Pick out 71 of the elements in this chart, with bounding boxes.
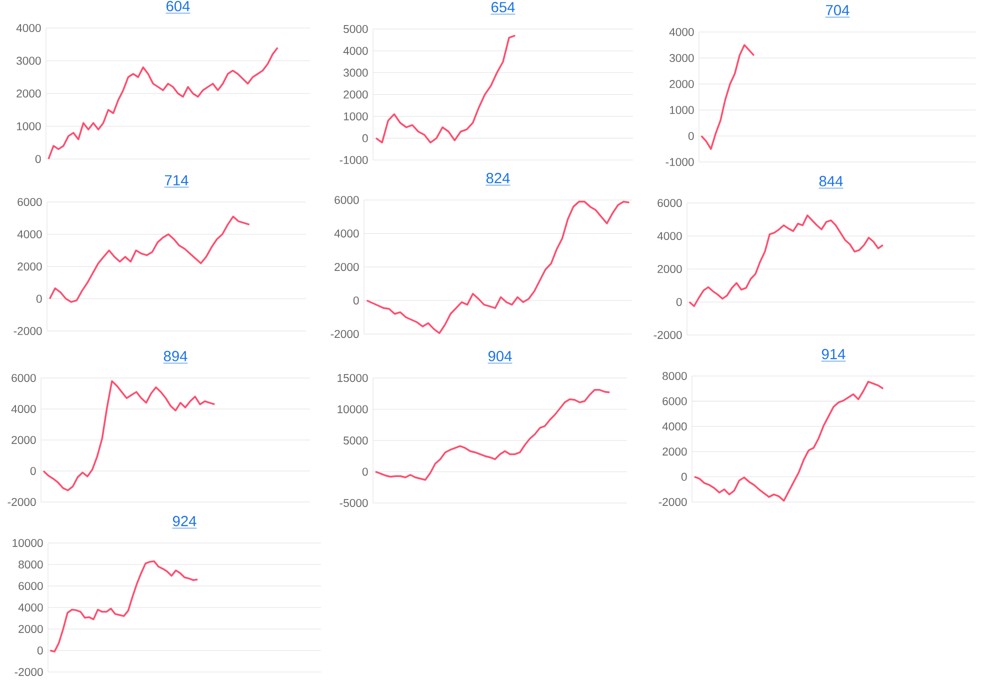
y-tick-label: 5000 bbox=[344, 25, 368, 34]
chart-title: 904 bbox=[488, 350, 512, 362]
chart-title: 654 bbox=[492, 2, 515, 12]
chart-title: 914 bbox=[822, 348, 846, 360]
y-tick-label: 3000 bbox=[16, 56, 41, 65]
y-tick-label: 2000 bbox=[18, 624, 43, 633]
y-tick-label: -2000 bbox=[330, 330, 359, 338]
y-tick-label: 4000 bbox=[343, 46, 368, 55]
chart-title: 604 bbox=[166, 0, 190, 12]
y-tick-label: 15000 bbox=[338, 374, 368, 382]
y-tick-label: 4000 bbox=[18, 603, 43, 612]
y-tick-label: 0 bbox=[362, 468, 368, 476]
y-tick-label: 10000 bbox=[338, 405, 368, 414]
y-tick-label: 4000 bbox=[669, 28, 694, 36]
y-tick-label: 3000 bbox=[670, 54, 694, 62]
y-tick-label: 4000 bbox=[16, 24, 41, 32]
y-tick-label: 0 bbox=[688, 132, 694, 140]
y-tick-label: 0 bbox=[362, 134, 368, 142]
y-tick-label: 3000 bbox=[344, 68, 368, 77]
y-tick-label: 2000 bbox=[16, 89, 41, 98]
line-series bbox=[700, 44, 755, 150]
y-tick-label: 4000 bbox=[17, 230, 42, 238]
line-series bbox=[375, 34, 516, 144]
y-tick-label: 4000 bbox=[662, 422, 687, 430]
y-tick-label: 6000 bbox=[18, 582, 43, 590]
y-tick-label: 4000 bbox=[11, 404, 36, 413]
y-tick-label: 6000 bbox=[12, 374, 36, 382]
y-tick-label: 6000 bbox=[334, 196, 359, 204]
y-tick-label: 8000 bbox=[662, 372, 687, 380]
y-tick-label: -2000 bbox=[654, 330, 682, 339]
y-tick-label: 6000 bbox=[18, 198, 42, 206]
y-tick-label: 0 bbox=[35, 154, 41, 164]
chart-title: 924 bbox=[172, 516, 196, 526]
y-tick-label: -5000 bbox=[340, 498, 368, 507]
y-tick-label: 2000 bbox=[18, 262, 42, 271]
y-tick-label: 0 bbox=[353, 296, 359, 304]
y-tick-label: 4000 bbox=[657, 232, 682, 240]
chart-title: 844 bbox=[819, 176, 843, 186]
y-tick-label: 1000 bbox=[16, 122, 41, 130]
y-tick-label: -2000 bbox=[14, 327, 42, 336]
y-tick-label: -2000 bbox=[14, 668, 43, 676]
y-tick-label: 5000 bbox=[344, 436, 368, 445]
y-tick-label: -2000 bbox=[8, 498, 36, 506]
y-tick-label: 2000 bbox=[344, 90, 368, 99]
y-tick-label: 2000 bbox=[658, 264, 682, 274]
line-series bbox=[49, 560, 198, 652]
y-tick-label: -2000 bbox=[658, 498, 687, 506]
y-tick-label: 0 bbox=[36, 294, 42, 303]
y-tick-label: 1000 bbox=[344, 112, 368, 120]
y-tick-label: 2000 bbox=[670, 80, 694, 88]
chart-title: 714 bbox=[165, 175, 188, 186]
y-tick-label: 8000 bbox=[18, 560, 43, 568]
y-tick-label: 6000 bbox=[662, 397, 687, 406]
y-tick-label: 1000 bbox=[670, 106, 694, 114]
y-tick-label: 2000 bbox=[12, 436, 36, 444]
y-tick-label: 4000 bbox=[334, 229, 359, 238]
y-tick-label: 2000 bbox=[334, 262, 359, 271]
line-series bbox=[42, 380, 216, 492]
y-tick-label: 6000 bbox=[658, 198, 682, 208]
y-tick-label: 2000 bbox=[662, 448, 687, 456]
y-tick-label: 10000 bbox=[12, 538, 43, 547]
y-tick-label: -1000 bbox=[666, 158, 694, 166]
line-series bbox=[48, 46, 278, 160]
y-tick-label: 0 bbox=[681, 472, 687, 481]
y-tick-label: 0 bbox=[37, 646, 43, 654]
chart-title: 824 bbox=[486, 172, 510, 184]
y-tick-label: 0 bbox=[30, 466, 36, 475]
chart-title: 894 bbox=[164, 350, 188, 362]
y-tick-label: 0 bbox=[676, 298, 682, 306]
chart-title: 704 bbox=[826, 4, 850, 16]
y-tick-label: -1000 bbox=[340, 156, 368, 164]
